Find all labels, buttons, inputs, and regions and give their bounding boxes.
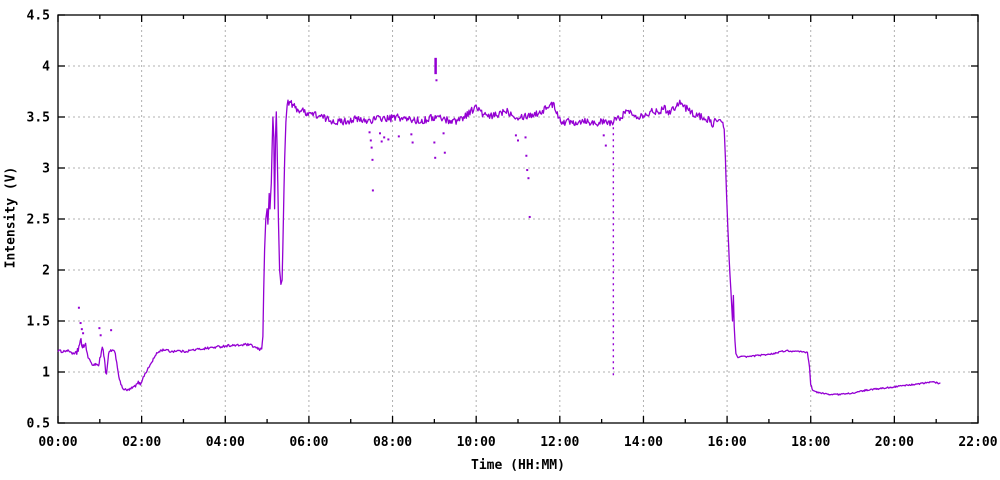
- y-tick-label: 2.5: [27, 213, 50, 228]
- x-tick-label: 04:00: [206, 435, 245, 450]
- dropout-dot: [368, 131, 371, 134]
- dropout-dot: [604, 144, 607, 147]
- y-tick-label: 3: [42, 162, 50, 177]
- x-tick-label: 08:00: [373, 435, 412, 450]
- x-tick-label: 10:00: [457, 435, 496, 450]
- y-tick-label: 2: [42, 264, 50, 279]
- dropout-dot: [525, 154, 528, 157]
- dropout-dot: [443, 151, 446, 154]
- dropout-dot: [370, 146, 373, 149]
- dropout-dot: [433, 141, 436, 144]
- dropout-dot: [527, 177, 530, 180]
- y-axis-title: Intensity (V): [3, 166, 19, 269]
- y-tick-label: 1: [42, 366, 50, 381]
- dropout-dot: [526, 169, 529, 172]
- dropout-dot: [434, 156, 437, 159]
- y-tick-label: 1.5: [27, 315, 50, 330]
- dropout-dot: [435, 79, 438, 82]
- dropout-dot: [411, 141, 414, 144]
- dropout-dot: [379, 132, 381, 135]
- x-tick-label: 06:00: [289, 435, 328, 450]
- x-tick-label: 14:00: [624, 435, 663, 450]
- dropout-dot: [371, 189, 374, 192]
- dropout-dot: [442, 132, 445, 135]
- x-tick-label: 16:00: [708, 435, 747, 450]
- dropout-dot: [383, 136, 386, 139]
- dropout-dot: [387, 138, 390, 141]
- dropout-dot: [517, 139, 519, 142]
- dropout-dot: [99, 334, 102, 337]
- dropout-dot: [380, 140, 383, 143]
- x-tick-label: 12:00: [540, 435, 579, 450]
- x-tick-label: 20:00: [875, 435, 914, 450]
- dropout-dot: [528, 215, 531, 218]
- dropout-dot: [110, 329, 113, 332]
- dropout-dot: [80, 328, 83, 331]
- dropout-dot: [77, 306, 80, 309]
- dropout-dot: [82, 332, 85, 335]
- intensity-trace: [57, 99, 941, 396]
- dropout-dot: [369, 139, 372, 142]
- y-tick-label: 4.5: [27, 9, 50, 24]
- x-tick-label: 22:00: [958, 435, 997, 450]
- dropout-dot: [602, 134, 605, 137]
- dropout-dot: [98, 327, 101, 330]
- y-tick-label: 4: [42, 60, 50, 75]
- y-tick-label: 3.5: [27, 111, 50, 126]
- dropout-dot: [79, 322, 82, 325]
- x-axis-title: Time (HH:MM): [471, 458, 565, 473]
- x-tick-label: 00:00: [38, 435, 77, 450]
- dropout-dot: [514, 134, 517, 137]
- dropout-dot: [524, 136, 527, 139]
- x-tick-label: 18:00: [791, 435, 830, 450]
- dropout-dot: [371, 158, 374, 161]
- dropout-dot: [410, 133, 413, 136]
- y-tick-label: 0.5: [27, 417, 50, 432]
- x-tick-label: 02:00: [122, 435, 161, 450]
- dropout-dot: [397, 135, 400, 138]
